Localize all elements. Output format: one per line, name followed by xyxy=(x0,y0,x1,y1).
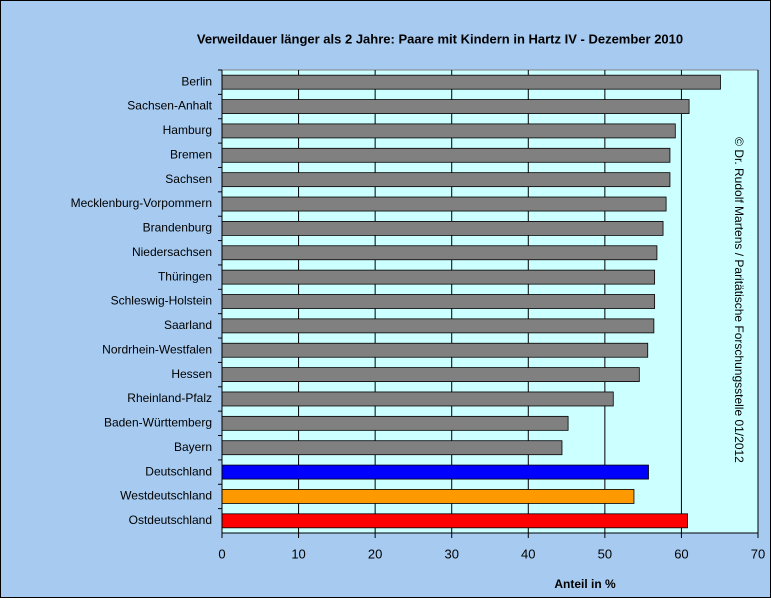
bar xyxy=(221,464,649,480)
y-tick-label: Thüringen xyxy=(158,269,212,283)
bar xyxy=(221,489,635,504)
x-tick-label: 70 xyxy=(751,546,765,561)
bar xyxy=(221,74,721,90)
bar xyxy=(221,99,690,114)
y-tick-label: Hessen xyxy=(171,367,212,381)
chart-title: Verweildauer länger als 2 Jahre: Paare m… xyxy=(197,31,683,46)
bars xyxy=(221,74,721,529)
y-tick-label: Bayern xyxy=(174,440,212,454)
y-tick-label: Mecklenburg-Vorpommern xyxy=(71,196,212,210)
y-tick-label: Bremen xyxy=(170,147,212,161)
bar xyxy=(221,440,563,456)
x-axis-label: Anteil in % xyxy=(554,577,616,591)
y-tick-label: Niedersachsen xyxy=(132,245,212,259)
annotation: © Dr. Rudolf Martens / Paritätische Fors… xyxy=(732,137,746,463)
bar xyxy=(221,318,655,334)
bar xyxy=(221,172,671,188)
x-tick-label: 40 xyxy=(521,546,535,561)
bar xyxy=(221,342,649,358)
y-tick-label: Baden-Württemberg xyxy=(104,416,212,430)
bar xyxy=(221,147,671,163)
bar xyxy=(221,513,688,529)
y-tick-label: Ostdeutschland xyxy=(129,513,212,527)
x-tick-label: 10 xyxy=(291,546,305,561)
bar xyxy=(221,391,614,407)
bar xyxy=(221,415,569,431)
bar xyxy=(221,123,676,139)
bar xyxy=(221,269,656,285)
bar xyxy=(221,245,658,261)
x-tick-label: 0 xyxy=(218,546,225,561)
bar xyxy=(221,294,656,309)
y-tick-label: Hamburg xyxy=(163,123,212,137)
y-tick-label: Brandenburg xyxy=(143,221,212,235)
x-tick-label: 30 xyxy=(444,546,458,561)
x-tick-label: 20 xyxy=(368,546,382,561)
y-tick-label: Sachsen-Anhalt xyxy=(127,99,212,113)
bar xyxy=(221,367,640,383)
y-tick-label: Deutschland xyxy=(145,464,212,478)
x-tick-label: 50 xyxy=(598,546,612,561)
y-tick-label: Berlin xyxy=(181,74,212,88)
bar xyxy=(221,220,664,236)
y-tick-label: Saarland xyxy=(164,318,212,332)
y-tick-label: Rheinland-Pfalz xyxy=(127,391,212,405)
x-tick-label: 60 xyxy=(674,546,688,561)
y-tick-label: Schleswig-Holstein xyxy=(111,294,212,308)
y-tick-label: Nordrhein-Westfalen xyxy=(102,342,212,356)
bar xyxy=(221,196,667,212)
y-tick-label: Sachsen xyxy=(165,172,212,186)
y-tick-label: Westdeutschland xyxy=(120,489,212,503)
